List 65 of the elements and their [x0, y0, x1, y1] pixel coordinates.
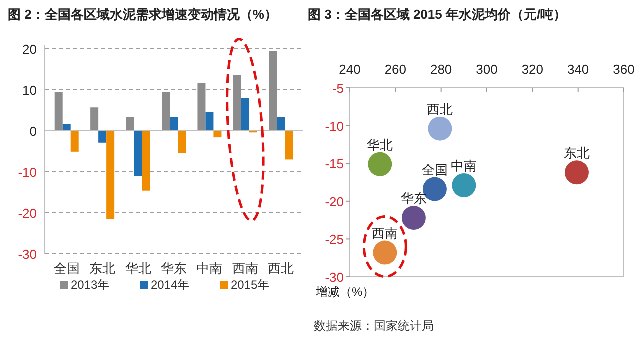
- bar: [285, 131, 294, 160]
- point: [368, 152, 392, 176]
- bar: [277, 117, 286, 131]
- y-axis-title: 增减（%）: [315, 285, 375, 299]
- legend-label: 2014年: [151, 278, 190, 292]
- x-tick-label: 东北: [90, 261, 116, 276]
- bar: [170, 117, 178, 131]
- source-note: 数据来源：国家统计局: [314, 319, 434, 333]
- y-tick-label: 0: [30, 124, 37, 139]
- bar: [106, 131, 115, 220]
- bar: [98, 131, 107, 143]
- x-tick-label: 320: [522, 62, 544, 77]
- x-tick-label: 240: [339, 62, 361, 77]
- point: [428, 116, 452, 141]
- bar: [90, 108, 99, 131]
- x-tick-label: 中南: [196, 261, 223, 276]
- x-tick-label: 西南: [232, 261, 258, 276]
- y-tick-label: -25: [325, 232, 344, 248]
- y-tick-label: -20: [18, 206, 37, 221]
- bar: [206, 112, 214, 131]
- bar: [233, 75, 242, 131]
- series-label: 华东: [400, 191, 427, 206]
- legend-label: 2015年: [231, 278, 270, 292]
- legend-label: 2013年: [71, 278, 110, 292]
- y-tick-label: -20: [325, 194, 344, 210]
- bar: [134, 131, 142, 177]
- bar: [241, 98, 250, 131]
- x-tick-label: 华东: [161, 261, 187, 276]
- bar: [214, 131, 222, 138]
- point: [564, 160, 589, 185]
- y-tick-label: -15: [325, 156, 344, 172]
- bar: [126, 117, 134, 131]
- x-tick-label: 华北: [125, 261, 152, 276]
- bar: [62, 124, 71, 131]
- point: [452, 174, 476, 198]
- chart-title: 图 2：全国各区域水泥需求增速变动情况（%）: [8, 7, 278, 22]
- y-tick-label: -30: [18, 247, 37, 262]
- bar: [269, 51, 278, 131]
- bar: [54, 92, 63, 131]
- point: [402, 206, 426, 230]
- series-label: 西北: [427, 102, 454, 117]
- series-label: 西南: [372, 226, 398, 241]
- y-tick-label: 10: [22, 83, 37, 98]
- x-tick-label: 300: [476, 62, 498, 77]
- series-label: 中南: [451, 158, 478, 174]
- bar: [162, 92, 170, 131]
- bar: [178, 131, 186, 154]
- series-label: 全国: [422, 162, 448, 178]
- bar: [70, 131, 79, 152]
- bar: [198, 83, 206, 131]
- x-tick-label: 360: [613, 62, 635, 77]
- series-label: 华北: [367, 137, 394, 152]
- x-tick-label: 260: [384, 62, 407, 77]
- bar: [142, 131, 150, 191]
- series-label: 东北: [564, 146, 590, 161]
- chart-title: 图 3：全国各区域 2015 年水泥均价（元/吨）: [308, 7, 567, 22]
- x-tick-label: 280: [430, 62, 452, 77]
- x-tick-label: 西北: [268, 261, 294, 276]
- y-tick-label: -10: [18, 165, 37, 180]
- y-tick-label: -10: [325, 118, 344, 134]
- y-tick-label: 20: [22, 42, 37, 57]
- y-tick-label: -5: [332, 81, 344, 96]
- x-tick-label: 全国: [54, 261, 80, 276]
- y-tick-label: -30: [325, 270, 344, 285]
- x-tick-label: 340: [567, 62, 590, 77]
